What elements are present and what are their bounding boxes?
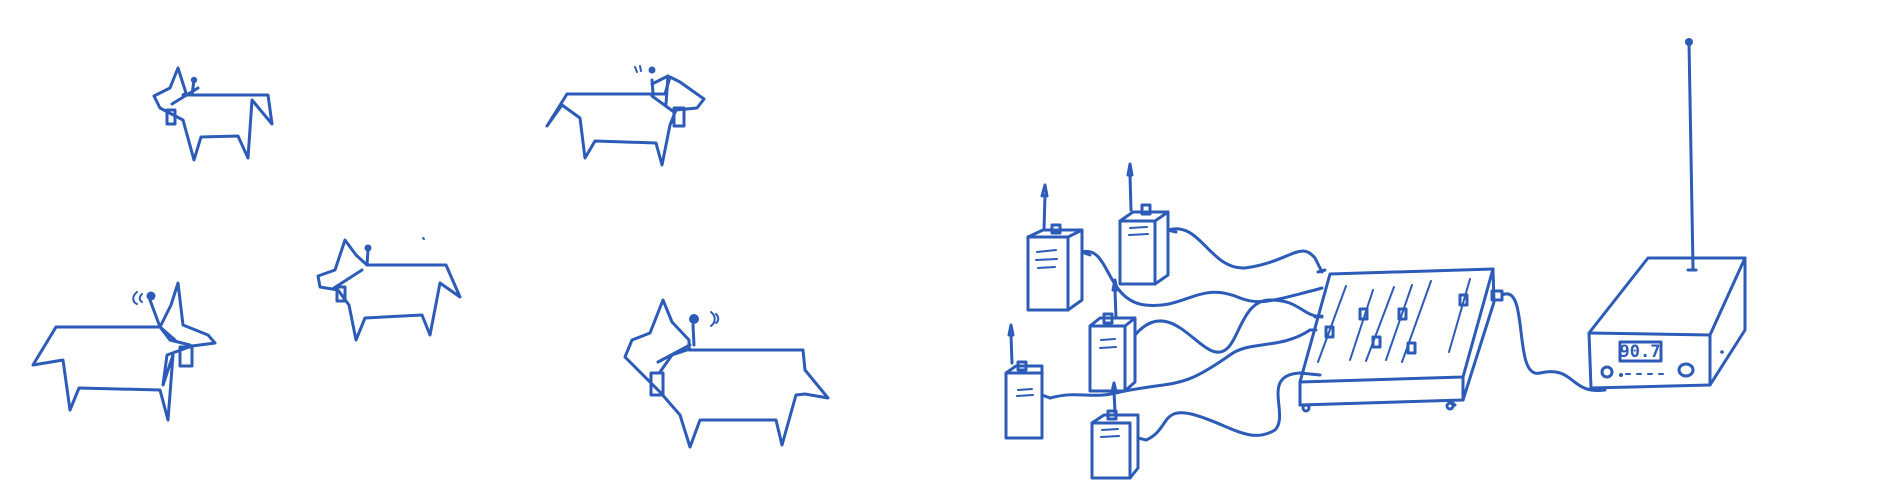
dog — [545, 65, 706, 167]
dog — [623, 298, 830, 449]
transmitter-antenna — [1687, 40, 1695, 270]
audio-cables — [1048, 227, 1324, 442]
wireless-receiver — [1118, 162, 1178, 286]
mixer-fader — [1406, 341, 1417, 355]
wireless-receiver — [1088, 278, 1137, 393]
mixer-fader — [1397, 307, 1408, 321]
dog — [152, 66, 274, 162]
dog-transmitter-pack — [165, 108, 177, 126]
dog-microphone — [190, 76, 198, 84]
dog-transmitter-pack — [178, 345, 194, 368]
dog-transmitter-pack — [649, 371, 665, 397]
dog-microphone — [689, 314, 699, 324]
dog — [316, 237, 462, 342]
mixer-fader — [1371, 335, 1382, 349]
knob — [1677, 362, 1695, 378]
broadcast-setup: 90.7 — [1004, 38, 1747, 480]
wireless-receiver — [1090, 381, 1148, 480]
dog-microphone — [648, 66, 656, 74]
wireless-receiver — [1026, 183, 1092, 312]
mixer-fader — [1324, 325, 1335, 339]
audio-cable — [1500, 292, 1607, 393]
audio-mixer — [1298, 267, 1504, 413]
dog-microphone — [364, 244, 372, 252]
knob — [1600, 365, 1614, 379]
frequency-display — [1618, 340, 1663, 363]
frequency-readout: 90.7 — [1620, 342, 1661, 362]
dogs-group — [31, 65, 830, 449]
dog-transmitter-pack — [672, 106, 686, 128]
dog-transmitter-pack — [335, 285, 347, 303]
dog — [31, 281, 217, 422]
mixer-fader — [1458, 293, 1469, 307]
mixer-fader — [1358, 307, 1369, 321]
dog-microphone — [146, 291, 156, 301]
wireless-receiver — [1004, 323, 1052, 440]
fm-transmitter: 90.7 — [1587, 38, 1747, 390]
